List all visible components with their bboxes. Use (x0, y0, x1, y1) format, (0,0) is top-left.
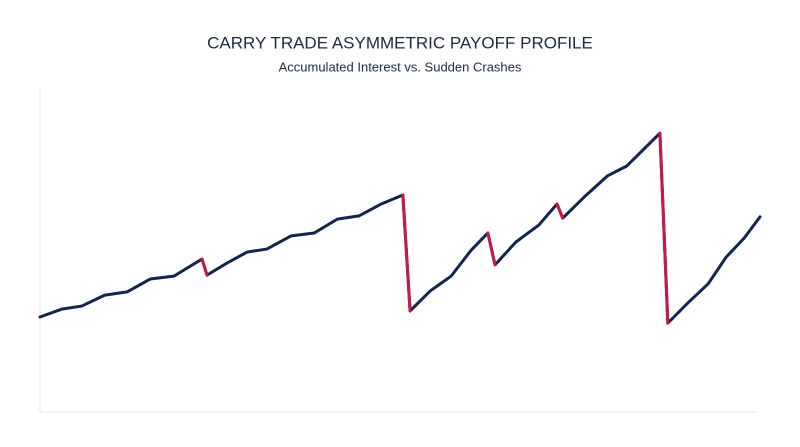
crash-segment (486, 231, 497, 267)
chart-subtitle: Accumulated Interest vs. Sudden Crashes (279, 59, 522, 74)
crash-segment (401, 193, 412, 313)
chart-title: CARRY TRADE ASYMMETRIC PAYOFF PROFILE (207, 33, 593, 52)
crash-segment (200, 257, 209, 277)
crash-segment (555, 202, 565, 220)
crash-segment (658, 131, 670, 325)
line (38, 131, 762, 325)
